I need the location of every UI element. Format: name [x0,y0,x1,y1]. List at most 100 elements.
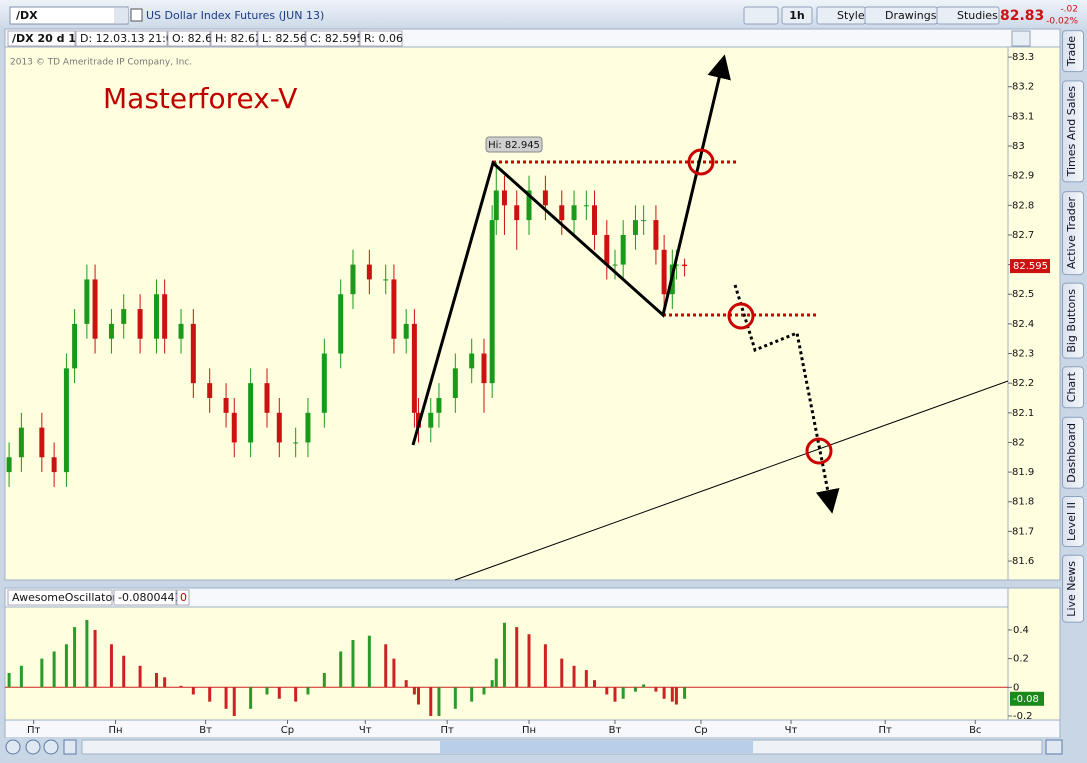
candle-body [178,323,184,339]
candle-body [84,279,90,324]
oscillator-bar [642,684,646,688]
candle-body [248,383,254,443]
candle-body [526,190,532,221]
info-cell [257,30,306,47]
side-tab[interactable]: Dashboard [1062,416,1084,489]
y-tick-label: 83.2 [1012,82,1034,93]
candle-body [592,205,598,235]
candle-body [72,323,78,369]
candle-body [223,397,229,413]
oscillator-name: AwesomeOscillator [12,591,117,604]
last-price-box [1010,259,1050,274]
y-tick-label: 81.6 [1012,556,1034,567]
interval-button[interactable] [781,6,813,25]
zoom-in-button[interactable] [25,739,41,755]
scroll-button[interactable] [1045,739,1063,755]
forecast-line [733,284,840,514]
oscillator-bar [490,680,494,688]
oscillator-bar [85,619,89,688]
toolbar-button[interactable] [936,6,1000,25]
dropdown[interactable] [114,8,128,23]
candle-body [338,294,344,354]
candle-body [469,353,475,369]
oscillator-bar [605,687,609,695]
candle-body [153,294,159,339]
oscillator-bar [384,644,388,688]
last-value-label: -0.08 [1013,694,1039,705]
oscillator-bar [339,651,343,688]
y-tick-label: 81.8 [1012,497,1034,508]
pan-button[interactable] [5,739,21,755]
oscillator-bar [453,687,457,709]
info-cell [210,30,258,47]
oscillator-bar [351,639,355,688]
oscillator-bar [265,687,269,695]
candle-body [350,264,356,295]
oscillator-bar [179,685,183,688]
y-tick-label: 82.1 [1012,408,1034,419]
oscillator-bar [429,687,433,716]
candle-body [293,442,299,444]
circle-marker [805,437,833,465]
side-tab[interactable]: Times And Sales [1062,80,1084,183]
info-text: H: 82.62 [215,32,262,45]
candle-body [653,220,659,250]
oscillator-bar [416,687,420,705]
oscillator-bar [633,687,637,692]
candle-body [620,234,626,265]
info-cell [359,30,403,47]
oscillator-bar [249,687,253,709]
oscillator-bar [560,658,564,688]
side-tab[interactable]: Trade [1062,30,1084,73]
y-tick-label: 81.7 [1012,526,1034,537]
candle-body [92,279,98,339]
side-tab[interactable]: Level II [1062,496,1084,548]
last-price-label: 82.595 [1013,261,1048,272]
candle-body [383,279,389,281]
candle-body [231,412,237,443]
y-tick-label: 82 [1012,437,1025,448]
description: US Dollar Index Futures (JUN 13) [146,9,324,22]
x-tick-label: Вт [609,725,622,736]
oscillator-bar [621,687,625,699]
toolbar-button-label: Studies [957,9,998,22]
oscillator-bar [224,687,228,709]
oscillator-bar [515,627,519,688]
y-tick-label: 82.9 [1012,171,1034,182]
oscillator-bar [527,634,531,688]
candle-body [39,427,45,458]
y-tick-label: 0.4 [1013,625,1029,636]
zoom-out-button[interactable] [43,739,59,755]
cell [7,589,113,606]
scroll-thumb[interactable] [440,741,753,753]
y-tick-label: 82.3 [1012,349,1034,360]
icon-button[interactable] [743,6,779,25]
y-tick-label: 82.2 [1012,378,1034,389]
candle-body [190,323,196,384]
trend-line [454,380,1009,581]
y-tick-label: 83 [1012,141,1025,152]
oscillator-bar [674,687,678,705]
candle-body [305,412,311,443]
side-tab[interactable]: Big Buttons [1062,282,1084,359]
chart-title: Masterforex-V [103,82,297,115]
candle-body [542,190,548,206]
side-tab[interactable]: Live News [1062,555,1084,624]
icon[interactable] [1011,30,1031,47]
oscillator-bar [437,687,441,716]
side-tab[interactable]: Chart [1062,366,1084,409]
candle-body [481,353,487,384]
info-text: L: 82.56 [262,32,307,45]
candle-body [489,220,495,384]
x-tick-label: Пт [879,725,893,736]
x-tick-label: Ср [694,725,707,736]
y-tick-label: 82.7 [1012,230,1034,241]
y-tick-label: 82.4 [1012,319,1034,330]
oscillator-bar [64,644,68,688]
oscillator-bar [593,680,597,688]
toolbar-button-label: Style [837,9,865,22]
icon[interactable] [130,8,143,22]
y-tick-label: 82.5 [1012,289,1034,300]
hand-button[interactable] [63,739,77,755]
side-tab[interactable]: Active Trader [1062,190,1084,275]
